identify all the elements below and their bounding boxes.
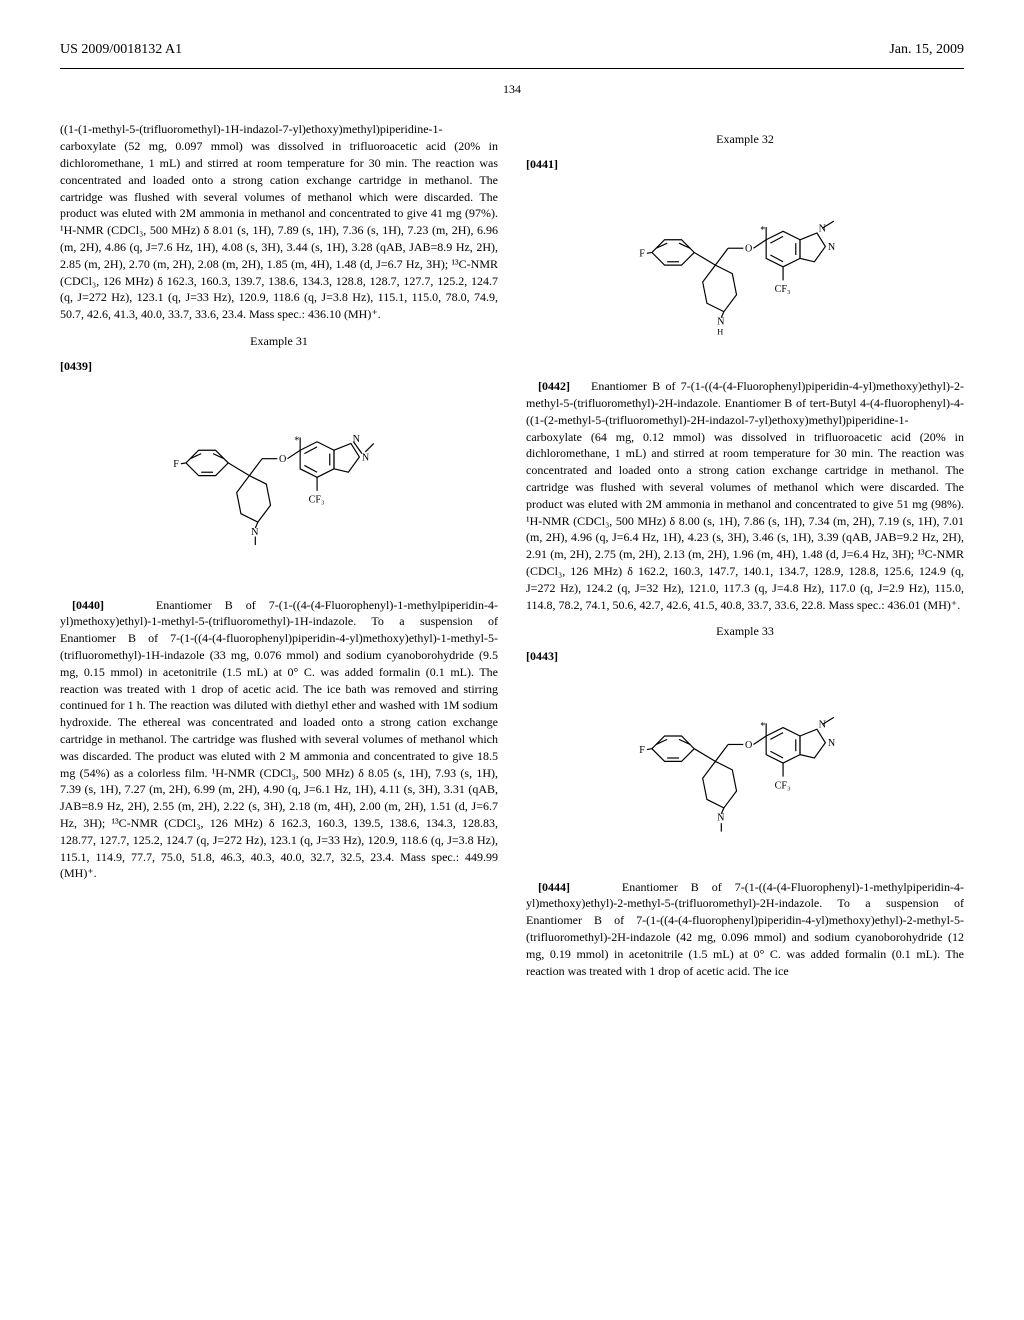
label-star: * bbox=[294, 435, 299, 446]
para-0442-text: Enantiomer B of 7-(1-((4-(4-Fluorophenyl… bbox=[526, 379, 964, 611]
example-32-header: Example 32 bbox=[526, 131, 964, 148]
right-column: Example 32 [0441] F N H O * bbox=[526, 121, 964, 989]
para-0440: [0440] Enantiomer B of 7-(1-((4-(4-Fluor… bbox=[60, 597, 498, 883]
label-N2-32: N bbox=[819, 223, 827, 234]
para-num-0441: [0441] bbox=[526, 157, 558, 171]
label-O-32: O bbox=[745, 244, 752, 255]
label-O: O bbox=[279, 454, 286, 465]
para-0442: [0442] Enantiomer B of 7-(1-((4-(4-Fluor… bbox=[526, 378, 964, 613]
label-F-32: F bbox=[639, 249, 645, 260]
label-star-33: * bbox=[760, 721, 765, 732]
label-star-32: * bbox=[760, 225, 765, 236]
label-H-32: H bbox=[717, 327, 723, 337]
para-0444-text: Enantiomer B of 7-(1-((4-(4-Fluorophenyl… bbox=[526, 880, 964, 978]
para-0443: [0443] bbox=[526, 648, 964, 665]
page-number: 134 bbox=[60, 81, 964, 98]
para-0444: [0444] Enantiomer B of 7-(1-((4-(4-Fluor… bbox=[526, 879, 964, 980]
label-N-33: N bbox=[717, 813, 725, 824]
para-0440-text: Enantiomer B of 7-(1-((4-(4-Fluorophenyl… bbox=[60, 598, 498, 881]
label-CF3-32: CF₃ bbox=[775, 284, 791, 295]
structure-32-figure: F N H O * N N bbox=[526, 189, 964, 358]
para-0441: [0441] bbox=[526, 156, 964, 173]
doc-date: Jan. 15, 2009 bbox=[889, 40, 964, 60]
label-F: F bbox=[173, 459, 179, 470]
para-num-0440: [0440] bbox=[72, 598, 104, 612]
header-rule bbox=[60, 68, 964, 69]
para-num-0439: [0439] bbox=[60, 359, 92, 373]
page-header: US 2009/0018132 A1 Jan. 15, 2009 bbox=[60, 40, 964, 60]
label-N3-32: N bbox=[828, 242, 836, 253]
structure-33-figure: F N O * N N bbox=[526, 681, 964, 859]
para-num-0443: [0443] bbox=[526, 649, 558, 663]
label-F-33: F bbox=[639, 745, 645, 756]
left-column: ((1-(1-methyl-5-(trifluoromethyl)-1H-ind… bbox=[60, 121, 498, 989]
doc-number: US 2009/0018132 A1 bbox=[60, 40, 182, 60]
label-N-pip: N bbox=[251, 526, 259, 537]
content-columns: ((1-(1-methyl-5-(trifluoromethyl)-1H-ind… bbox=[60, 121, 964, 989]
label-CF3-33: CF₃ bbox=[775, 780, 791, 791]
label-N2b: N bbox=[362, 452, 370, 463]
structure-31-figure: F N O * bbox=[60, 391, 498, 577]
example-33-header: Example 33 bbox=[526, 623, 964, 640]
label-CF3: CF₃ bbox=[309, 494, 325, 505]
para-0439: [0439] bbox=[60, 358, 498, 375]
para-continuation: ((1-(1-methyl-5-(trifluoromethyl)-1H-ind… bbox=[60, 121, 498, 323]
label-O-33: O bbox=[745, 740, 752, 751]
label-N3-33: N bbox=[828, 738, 836, 749]
para-num-0444: [0444] bbox=[538, 880, 570, 894]
example-31-header: Example 31 bbox=[60, 333, 498, 350]
label-N2-33: N bbox=[819, 719, 827, 730]
para-num-0442: [0442] bbox=[538, 379, 570, 393]
